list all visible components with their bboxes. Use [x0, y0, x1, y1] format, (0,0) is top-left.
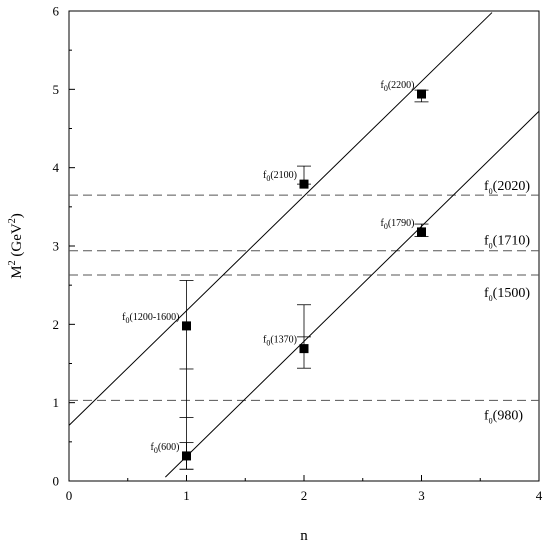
point-label: f0(1370)	[263, 335, 297, 348]
plot-frame	[68, 10, 540, 482]
data-point	[299, 179, 309, 189]
y-axis-label: M2 (GeV2)	[7, 213, 25, 278]
y-tick-label: 3	[53, 239, 60, 254]
x-axis-label: n	[300, 528, 308, 544]
data-point	[417, 89, 426, 99]
trajectory-line	[165, 110, 540, 478]
data-point	[299, 344, 309, 354]
reference-label: f0(980)	[484, 408, 523, 425]
point-label: f0(2200)	[380, 80, 414, 93]
data-point	[417, 227, 426, 237]
x-tick-label: 4	[536, 488, 543, 503]
x-tick-label: 2	[301, 488, 308, 503]
reference-labels: f0(2020) f0(1710) f0(1500) f0(980)	[484, 179, 530, 425]
y-tick-label: 1	[53, 395, 60, 410]
error-bars	[179, 89, 429, 470]
data-points	[182, 89, 426, 461]
trajectory-lines	[68, 12, 540, 478]
y-tick-label: 6	[53, 4, 60, 19]
reference-lines	[69, 194, 539, 401]
y-tick-label: 5	[53, 82, 60, 97]
reference-label: f0(1500)	[484, 286, 530, 303]
reference-label: f0(2020)	[484, 179, 530, 196]
x-tick-label: 1	[183, 488, 190, 503]
x-axis: 0 1 2 3 4	[66, 475, 543, 503]
y-tick-label: 0	[53, 474, 60, 489]
point-label: f0(2100)	[263, 170, 297, 183]
trajectory-line	[68, 12, 493, 426]
point-labels: f0(600) f0(1200-1600) f0(1370) f0(2100) f0(1…	[122, 80, 414, 455]
data-point	[182, 321, 191, 331]
reference-label: f0(1710)	[484, 234, 530, 251]
point-label: f0(600)	[150, 442, 179, 455]
y-tick-label: 2	[53, 317, 60, 332]
y-axis: 0 1 2 3 4 5 6	[53, 4, 75, 489]
x-tick-label: 3	[418, 488, 425, 503]
data-point	[182, 451, 191, 461]
point-label: f0(1200-1600)	[122, 312, 179, 325]
x-tick-label: 0	[66, 488, 73, 503]
point-label: f0(1790)	[380, 218, 414, 231]
y-tick-label: 4	[53, 160, 60, 175]
